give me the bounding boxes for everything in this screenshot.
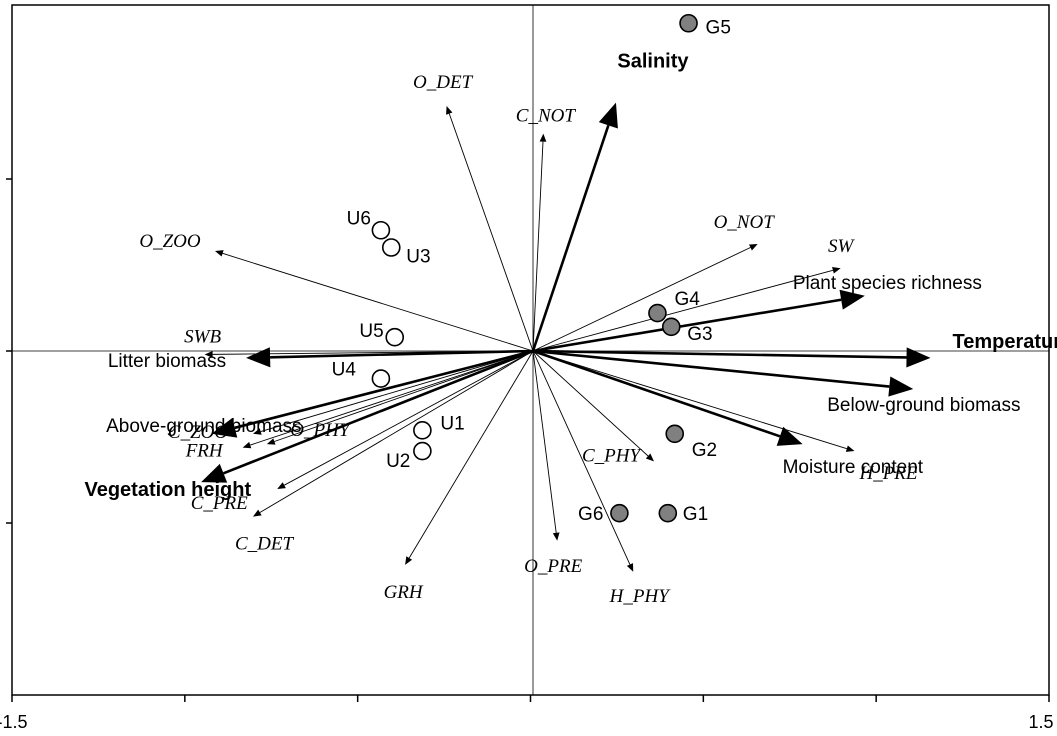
env-vector-salinity [531,102,618,352]
site-point-u2 [413,441,432,461]
site-label-u4: U4 [332,360,357,381]
site-label-u3: U3 [406,247,430,268]
species-label-c-phy: C_PHY [582,445,643,466]
site-label-g6: G6 [578,504,603,525]
species-vector-o-zoo [214,250,534,352]
site-point-u1 [413,421,432,440]
species-vector-h-pre [532,350,855,452]
env-label-below-ground-biomass: Below-ground biomass [827,395,1020,416]
site-point-u3 [381,238,401,257]
species-label-o-not: O_NOT [714,212,776,233]
env-vector-above-ground-biomass [211,349,534,438]
species-label-swb: SWB [184,326,221,347]
species-vector-o-not [532,244,758,352]
site-label-u5: U5 [359,321,383,342]
env-label-plant-species-richness: Plant species richness [793,273,982,294]
species-vector-c-det [253,350,534,517]
species-vector-frh [242,350,534,449]
species-vector-sw [532,267,841,352]
env-vector-plant-species-richness [532,289,865,353]
env-vector-vegetation-height [201,349,534,483]
species-label-c-pre: C_PRE [191,493,248,514]
site-point-g2 [665,424,685,444]
species-label-c-det: C_DET [235,534,295,555]
env-vector-litter-biomass [246,347,534,368]
env-vector-temperature [532,347,931,368]
site-label-g1: G1 [683,504,708,525]
species-label-o-zoo: O_ZOO [139,231,201,252]
site-label-g5: G5 [706,17,731,38]
env-label-vegetation-height: Vegetation height [84,479,251,501]
species-vector-o-phy [266,350,534,445]
env-label-litter-biomass: Litter biomass [108,351,226,372]
species-vector-c-not [532,133,547,352]
site-label-u1: U1 [440,413,464,434]
x-tick-label: -1.5 [0,712,28,732]
species-label-grh: GRH [384,582,424,603]
species-vector-h-phy [532,350,634,572]
site-point-u5 [385,327,405,347]
species-label-o-phy: O_PHY [290,420,352,441]
species-vector-c-pre [277,350,534,489]
species-label-c-not: C_NOT [516,106,577,127]
site-point-u6 [371,220,391,240]
species-vector-o-det [446,106,534,352]
env-label-above-ground-biomass: Above-ground biomass [106,416,301,437]
species-vector-o-pre [532,350,560,541]
species-label-c-zoo: C_ZOO [168,422,228,443]
site-point-g5 [679,13,698,33]
site-point-u4 [371,369,391,388]
species-label-h-phy: H_PHY [609,586,672,607]
species-label-frh: FRH [185,441,224,462]
env-vector-moisture-content [532,349,803,446]
env-label-temperature: Temperature [953,331,1057,353]
env-label-moisture-content: Moisture content [783,457,924,478]
site-label-u2: U2 [386,451,410,472]
species-vector-c-zoo [253,350,534,435]
site-label-g2: G2 [692,440,717,461]
site-point-g6 [610,503,629,523]
site-label-g3: G3 [687,324,712,345]
site-point-g4 [648,303,667,323]
species-label-h-pre: H_PRE [858,463,917,484]
env-label-salinity: Salinity [617,51,689,73]
species-label-sw: SW [828,236,856,257]
site-label-g4: G4 [674,289,700,310]
site-point-g1 [658,503,678,523]
species-label-o-pre: O_PRE [524,556,582,577]
species-label-o-det: O_DET [413,72,474,93]
species-vector-grh [405,350,534,565]
env-vector-below-ground-biomass [532,349,914,397]
site-point-g3 [661,317,681,337]
x-tick-label: 1.5 [1028,712,1053,732]
species-vector-c-phy [532,350,654,462]
site-label-u6: U6 [347,208,371,229]
